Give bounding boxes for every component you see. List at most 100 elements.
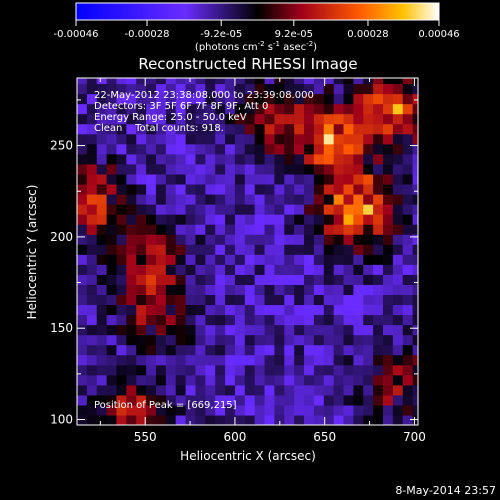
heatmap-cell — [383, 294, 394, 306]
heatmap-cell — [323, 183, 335, 195]
heatmap-cell — [412, 384, 418, 396]
heatmap-cell — [146, 133, 157, 145]
heatmap-cell — [215, 254, 226, 265]
heatmap-cell — [165, 314, 177, 326]
heatmap-cell — [353, 404, 364, 416]
heatmap-cell — [165, 384, 177, 396]
heatmap-cell — [313, 284, 325, 296]
heatmap-cell — [96, 193, 108, 205]
heatmap-cell — [392, 264, 404, 275]
heatmap-cell — [373, 294, 384, 306]
heatmap-cell — [244, 304, 256, 316]
heatmap-cell — [313, 414, 325, 425]
heatmap-cell — [402, 143, 414, 155]
heatmap-cell — [234, 264, 246, 275]
heatmap-cell — [86, 214, 98, 225]
heatmap-cell — [323, 153, 335, 165]
heatmap-cell — [96, 264, 108, 275]
heatmap-cell — [155, 264, 167, 275]
heatmap-cell — [126, 394, 137, 406]
heatmap-cell — [412, 314, 418, 326]
heatmap-cell — [77, 314, 88, 326]
heatmap-cell — [313, 344, 325, 356]
heatmap-cell — [392, 364, 404, 376]
x-tick-label: 550 — [134, 430, 157, 444]
heatmap-cell — [264, 344, 276, 356]
heatmap-cell — [77, 173, 88, 185]
heatmap-cell — [244, 284, 256, 296]
heatmap-cell — [274, 354, 285, 366]
heatmap-cell — [116, 224, 127, 235]
heatmap-cell — [323, 304, 335, 316]
heatmap-cell — [185, 214, 197, 225]
heatmap-cell — [86, 344, 98, 356]
heatmap-cell — [225, 78, 236, 85]
heatmap-cell — [106, 274, 118, 285]
heatmap-cell — [343, 304, 354, 316]
heatmap-cell — [96, 284, 108, 296]
heatmap-cell — [254, 264, 266, 275]
heatmap-cell — [274, 103, 285, 115]
heatmap-cell — [333, 404, 345, 416]
heatmap-cell — [323, 384, 335, 396]
heatmap-cell — [343, 143, 354, 155]
heatmap-cell — [313, 314, 325, 326]
heatmap-cell — [254, 103, 266, 115]
heatmap-cell — [244, 344, 256, 356]
heatmap-cell — [175, 183, 187, 195]
heatmap-cell — [96, 113, 108, 125]
heatmap-cell — [274, 334, 285, 346]
heatmap-cell — [136, 244, 147, 255]
heatmap-cell — [234, 244, 246, 255]
heatmap-cell — [185, 183, 197, 195]
heatmap-cell — [264, 284, 276, 296]
heatmap-cell — [136, 254, 147, 265]
heatmap-cell — [215, 83, 226, 95]
heatmap-cell — [106, 294, 118, 306]
heatmap-cell — [175, 294, 187, 306]
heatmap-cell — [205, 354, 216, 366]
heatmap-cell — [185, 354, 197, 366]
heatmap-cell — [244, 254, 256, 265]
heatmap-cell — [363, 163, 374, 175]
heatmap-cell — [185, 103, 197, 115]
heatmap-cell — [284, 113, 295, 125]
heatmap-cell — [77, 344, 88, 356]
heatmap-cell — [155, 324, 167, 336]
heatmap-cell — [234, 364, 246, 376]
heatmap-cell — [136, 334, 147, 346]
heatmap-cell — [313, 234, 325, 245]
heatmap-cell — [412, 374, 418, 386]
heatmap-cell — [254, 384, 266, 396]
heatmap-cell — [264, 324, 276, 336]
heatmap-cell — [126, 204, 137, 215]
heatmap-cell — [96, 344, 108, 356]
heatmap-cell — [313, 93, 325, 105]
heatmap-cell — [106, 83, 118, 95]
heatmap-cell — [195, 414, 206, 425]
heatmap-cell — [353, 304, 364, 316]
heatmap-cell — [205, 93, 216, 105]
heatmap-cell — [383, 103, 394, 115]
heatmap-cell — [165, 83, 177, 95]
heatmap-cell — [333, 113, 345, 125]
heatmap-cell — [412, 274, 418, 285]
heatmap-cell — [234, 394, 246, 406]
heatmap-cell — [412, 133, 418, 145]
heatmap-cell — [274, 324, 285, 336]
heatmap-cell — [383, 324, 394, 336]
heatmap-cell — [323, 254, 335, 265]
heatmap-cell — [234, 103, 246, 115]
heatmap-cell — [333, 384, 345, 396]
heatmap-cell — [215, 274, 226, 285]
heatmap-cell — [343, 83, 354, 95]
heatmap-cell — [304, 93, 315, 105]
heatmap-cell — [205, 113, 216, 125]
heatmap-cell — [244, 93, 256, 105]
heatmap-cell — [205, 143, 216, 155]
heatmap-cell — [264, 224, 276, 235]
heatmap-cell — [116, 304, 127, 316]
heatmap-cell — [136, 83, 147, 95]
heatmap-cell — [96, 123, 108, 135]
heatmap-cell — [294, 324, 305, 336]
